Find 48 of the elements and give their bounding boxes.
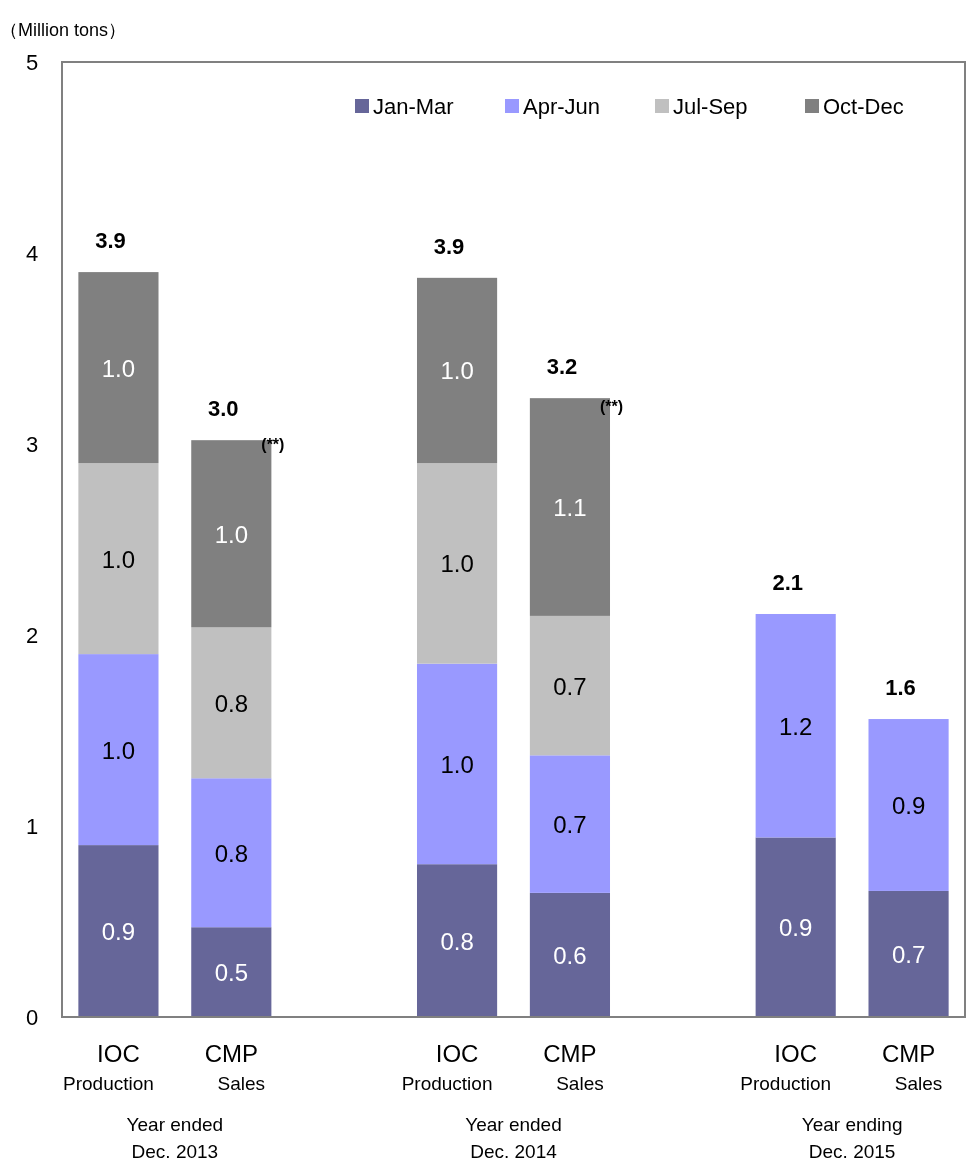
total-label: 3.9	[433, 233, 465, 259]
total-label: 3.9	[95, 228, 126, 254]
data-label: 1.2	[779, 712, 813, 740]
data-label: 1.0	[440, 550, 474, 578]
annotation: (**)	[599, 397, 624, 415]
total-label: 2.1	[772, 569, 803, 595]
data-label: 0.7	[553, 672, 587, 700]
x-tick-label: CMP Sales	[881, 1040, 943, 1094]
x-tick-label: IOC Production	[740, 1040, 832, 1094]
text: Year ended Dec. 2013	[126, 1114, 224, 1162]
y-tick-label: 5	[25, 50, 39, 75]
text: Year ending Dec. 2015	[801, 1114, 903, 1162]
total-label: 1.6	[885, 675, 916, 701]
legend-label: Jul-Sep	[673, 94, 748, 119]
x-tick-label: CMP Sales	[543, 1040, 604, 1094]
data-label: 0.8	[214, 839, 248, 867]
y-tick-label: 3	[25, 432, 39, 457]
data-label: 1.0	[101, 545, 136, 573]
data-label: 0.5	[214, 959, 248, 987]
x-tick-label: CMP Sales	[204, 1040, 266, 1094]
data-label: 0.8	[214, 689, 248, 717]
data-label: 1.0	[214, 520, 248, 548]
data-label: 0.9	[891, 791, 926, 819]
legend-label: Oct-Dec	[823, 94, 904, 119]
data-label: 0.7	[553, 811, 587, 839]
total-label: 3.2	[546, 354, 578, 380]
annotation: (**)	[261, 436, 285, 453]
total-label: 3.0	[208, 396, 239, 422]
y-tick-label: 0	[25, 1005, 39, 1030]
data-label: 0.7	[891, 940, 926, 968]
y-tick-label: 4	[25, 241, 39, 266]
data-label: 1.0	[440, 357, 474, 385]
data-label: 1.0	[101, 736, 136, 764]
y-tick-label: 1	[25, 814, 39, 839]
data-label: 0.9	[779, 914, 813, 942]
y-tick-label: 2	[25, 623, 39, 648]
data-label: 1.0	[101, 354, 136, 382]
legend-label: Jan-Mar	[373, 94, 454, 119]
data-label: 0.8	[440, 927, 474, 955]
data-label: 1.0	[440, 750, 474, 778]
legend-label: Apr-Jun	[523, 94, 601, 119]
data-label: 0.6	[553, 941, 587, 969]
x-tick-label: IOC Production	[63, 1040, 154, 1094]
data-label: 1.1	[553, 494, 587, 522]
x-tick-label: IOC Production	[401, 1040, 493, 1094]
data-label: 0.9	[101, 918, 136, 946]
y-axis-title: （Million tons）	[0, 20, 127, 40]
text: Year ended Dec. 2014	[465, 1114, 562, 1162]
